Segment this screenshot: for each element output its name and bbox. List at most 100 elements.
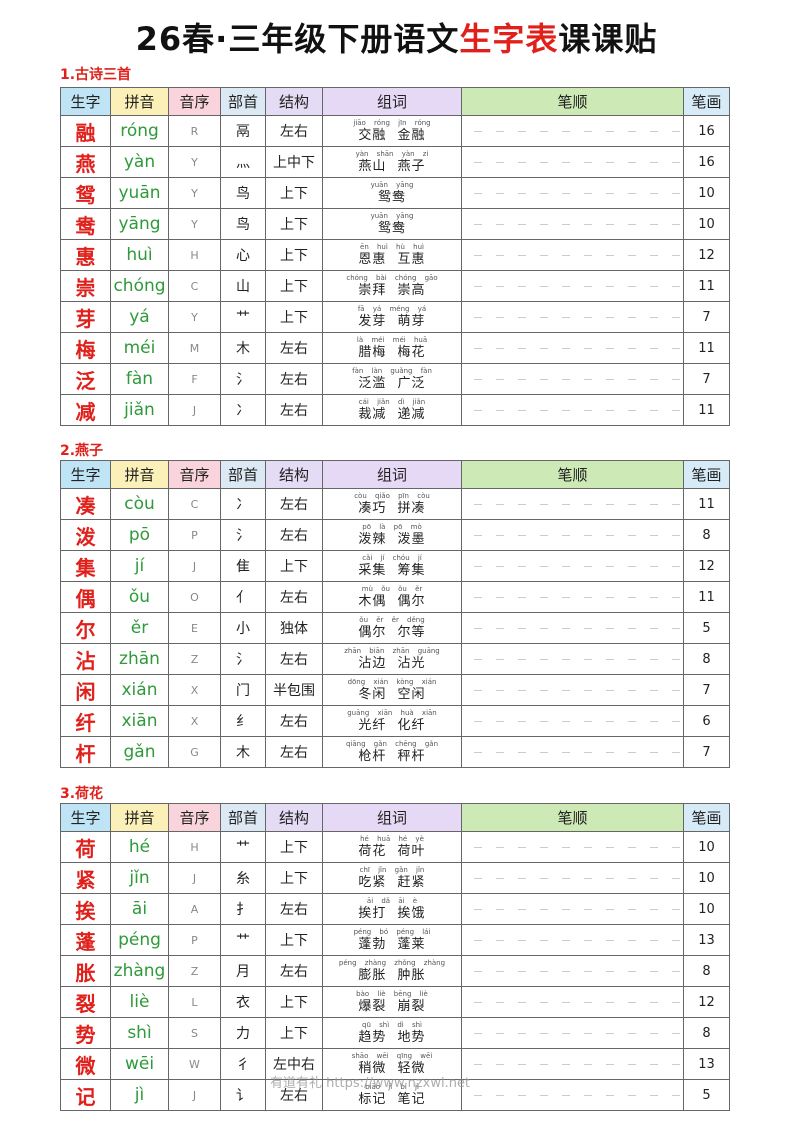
- column-header: 笔顺: [461, 460, 684, 489]
- section-title: 3.荷花: [60, 786, 104, 802]
- initial-cell: H: [168, 831, 221, 863]
- char-row: 荷 hé H 艹上下 hé huā hé yè 荷花 荷叶 10: [60, 831, 730, 863]
- words-pinyin: qiāng gǎn chēng gǎn: [345, 739, 439, 748]
- char-table: 生字 拼音 音序 部首 结构 组词 笔顺 笔画荷 hé H 艹上下 hé huā hé yè 荷花 荷叶…: [60, 803, 730, 1111]
- radical-cell: 木: [220, 332, 266, 364]
- stroke-order-cell: [461, 643, 684, 675]
- initial-cell: C: [168, 270, 221, 302]
- words-cell: biāo jì bǐ jì 标记 笔记: [322, 1079, 462, 1111]
- column-header: 生字: [60, 803, 111, 832]
- words-pinyin: biāo jì bǐ jì: [365, 1082, 419, 1091]
- char-row: 减 jiǎn J 冫左右 cái jiǎn dì jiǎn 裁减 递减 11: [60, 394, 730, 426]
- radical-cell: 氵: [220, 363, 266, 395]
- words-pinyin: mù ǒu ǒu ěr: [361, 584, 423, 593]
- stroke-count-cell: 7: [683, 363, 730, 395]
- words-pinyin: qū shì dì shì: [362, 1020, 422, 1029]
- stroke-count-cell: 11: [683, 394, 730, 426]
- radical-cell: 艹: [220, 831, 266, 863]
- structure-cell: 左右: [265, 893, 323, 925]
- initial-cell: J: [168, 550, 221, 582]
- pinyin-cell: jǐn: [110, 862, 169, 894]
- words-cell: là méi méi huā 腊梅 梅花: [322, 332, 462, 364]
- stroke-order-cell: [461, 1079, 684, 1111]
- words-cell: pō là pō mò 泼辣 泼墨: [322, 519, 462, 551]
- words: 沾边 沾光: [358, 655, 426, 671]
- words-pinyin: péng bó péng lái: [353, 927, 431, 936]
- stroke-order-cell: [461, 705, 684, 737]
- radical-cell: 冫: [220, 488, 266, 520]
- char-row: 胀 zhàng Z 月左右 péng zhàng zhǒng zhàng 膨胀 肿胀 8: [60, 955, 730, 987]
- initial-cell: H: [168, 239, 221, 271]
- column-header: 笔画: [683, 460, 730, 489]
- stroke-order-cell: [461, 1017, 684, 1049]
- words-pinyin: yuān yāng: [370, 211, 414, 220]
- initial-cell: E: [168, 612, 221, 644]
- stroke-count-cell: 10: [683, 893, 730, 925]
- words-pinyin: ǒu ěr ěr děng: [359, 615, 425, 624]
- words-pinyin: pō là pō mò: [362, 522, 422, 531]
- radical-cell: 木: [220, 736, 266, 768]
- radical-cell: 隹: [220, 550, 266, 582]
- pinyin-cell: yàn: [110, 146, 169, 178]
- char-row: 梅 méi M 木左右 là méi méi huā 腊梅 梅花 11: [60, 332, 730, 364]
- pinyin-cell: yuān: [110, 177, 169, 209]
- words-pinyin: yuān yāng: [370, 180, 414, 189]
- column-header: 生字: [60, 460, 111, 489]
- stroke-order-cell: [461, 239, 684, 271]
- stroke-count-cell: 11: [683, 270, 730, 302]
- words-pinyin: fā yá méng yá: [357, 304, 427, 313]
- pinyin-cell: ěr: [110, 612, 169, 644]
- pinyin-cell: méi: [110, 332, 169, 364]
- pinyin-cell: zhàng: [110, 955, 169, 987]
- structure-cell: 上下: [265, 177, 323, 209]
- structure-cell: 上下: [265, 924, 323, 956]
- initial-cell: R: [168, 115, 221, 147]
- stroke-order-cell: [461, 332, 684, 364]
- radical-cell: 艹: [220, 924, 266, 956]
- char-cell: 尔: [60, 612, 111, 644]
- stroke-order-cell: [461, 955, 684, 987]
- structure-cell: 左右: [265, 488, 323, 520]
- words: 爆裂 崩裂: [358, 998, 426, 1014]
- char-row: 记 jì J 讠左右 biāo jì bǐ jì 标记 笔记 5: [60, 1079, 730, 1111]
- char-row: 紧 jǐn J 糸上下 chī jǐn gǎn jǐn 吃紧 赶紧 10: [60, 862, 730, 894]
- words: 恩惠 互惠: [358, 251, 426, 267]
- words: 膨胀 肿胀: [358, 967, 426, 983]
- initial-cell: Z: [168, 955, 221, 987]
- radical-cell: 月: [220, 955, 266, 987]
- stroke-order-cell: [461, 893, 684, 925]
- title-suffix: 课课贴: [558, 20, 658, 58]
- stroke-order-cell: [461, 736, 684, 768]
- initial-cell: Y: [168, 177, 221, 209]
- column-header: 拼音: [110, 460, 169, 489]
- words: 挨打 挨饿: [358, 905, 426, 921]
- stroke-count-cell: 8: [683, 519, 730, 551]
- radical-cell: 亻: [220, 581, 266, 613]
- words: 鸳鸯: [377, 189, 406, 205]
- words-pinyin: guāng xiān huà xiān: [347, 708, 437, 717]
- structure-cell: 左右: [265, 955, 323, 987]
- char-row: 尔 ěr E 小独体 ǒu ěr ěr děng 偶尔 尔等 5: [60, 612, 730, 644]
- initial-cell: J: [168, 862, 221, 894]
- radical-cell: 门: [220, 674, 266, 706]
- structure-cell: 上下: [265, 270, 323, 302]
- char-row: 势 shì S 力上下 qū shì dì shì 趋势 地势 8: [60, 1017, 730, 1049]
- structure-cell: 上下: [265, 1017, 323, 1049]
- radical-cell: 山: [220, 270, 266, 302]
- radical-cell: 艹: [220, 301, 266, 333]
- radical-cell: 纟: [220, 705, 266, 737]
- column-header: 结构: [265, 460, 323, 489]
- char-row: 集 jí J 隹上下 cǎi jí chóu jí 采集 筹集 12: [60, 550, 730, 582]
- stroke-count-cell: 10: [683, 208, 730, 240]
- words-pinyin: cái jiǎn dì jiǎn: [358, 397, 426, 406]
- words-pinyin: yàn shān yàn zi: [355, 149, 429, 158]
- initial-cell: X: [168, 674, 221, 706]
- words: 荷花 荷叶: [358, 843, 426, 859]
- initial-cell: W: [168, 1048, 221, 1080]
- char-row: 沾 zhān Z 氵左右 zhān biān zhān guāng 沾边 沾光 8: [60, 643, 730, 675]
- initial-cell: O: [168, 581, 221, 613]
- structure-cell: 上下: [265, 986, 323, 1018]
- structure-cell: 左右: [265, 115, 323, 147]
- char-cell: 燕: [60, 146, 111, 178]
- char-cell: 偶: [60, 581, 111, 613]
